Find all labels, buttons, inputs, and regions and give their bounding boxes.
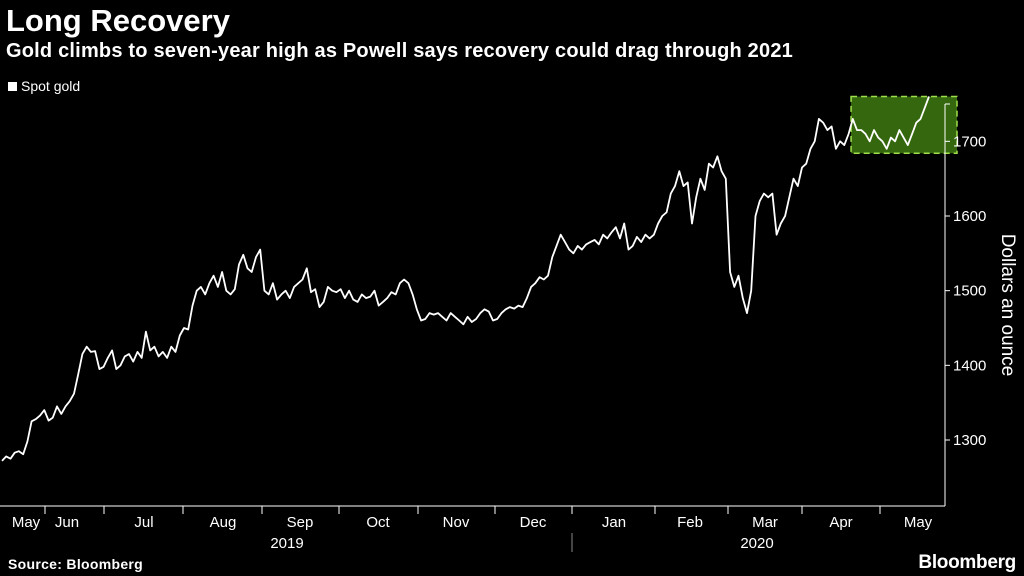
chart-subtitle: Gold climbs to seven-year high as Powell… bbox=[6, 40, 793, 62]
legend-swatch bbox=[8, 81, 17, 91]
x-year-label: 2020 bbox=[740, 535, 773, 552]
x-month-label: Jan bbox=[602, 514, 626, 531]
legend-label: Spot gold bbox=[21, 78, 81, 94]
x-month-label: Feb bbox=[677, 514, 703, 531]
chart-title: Long Recovery bbox=[6, 3, 230, 38]
x-month-label: May bbox=[904, 514, 933, 531]
y-tick-label: 1600 bbox=[953, 208, 986, 225]
highlight-box bbox=[850, 95, 958, 155]
x-month-label: Nov bbox=[443, 514, 470, 531]
x-month-label: Apr bbox=[829, 514, 852, 531]
legend: Spot gold bbox=[8, 77, 80, 95]
x-month-label: Jul bbox=[134, 514, 153, 531]
x-month-label: Aug bbox=[210, 514, 237, 531]
spot-gold-line bbox=[1, 96, 930, 462]
x-month-label: Dec bbox=[520, 514, 547, 531]
y-axis-title: Dollars an ounce bbox=[997, 234, 1018, 377]
y-tick-label: 1400 bbox=[953, 357, 986, 374]
source-note: Source: Bloomberg bbox=[8, 556, 144, 572]
y-tick-label: 1300 bbox=[953, 432, 986, 449]
x-month-label: Oct bbox=[366, 514, 390, 531]
x-month-label: Sep bbox=[287, 514, 314, 531]
y-tick-label: 1500 bbox=[953, 283, 986, 300]
brand-logo: Bloomberg bbox=[918, 552, 1016, 573]
x-year-label: 2019 bbox=[270, 535, 303, 552]
x-month-label: Jun bbox=[55, 514, 79, 531]
x-month-label: Mar bbox=[752, 514, 778, 531]
y-tick-label: 1700 bbox=[953, 133, 986, 150]
x-month-label: May bbox=[12, 514, 41, 531]
